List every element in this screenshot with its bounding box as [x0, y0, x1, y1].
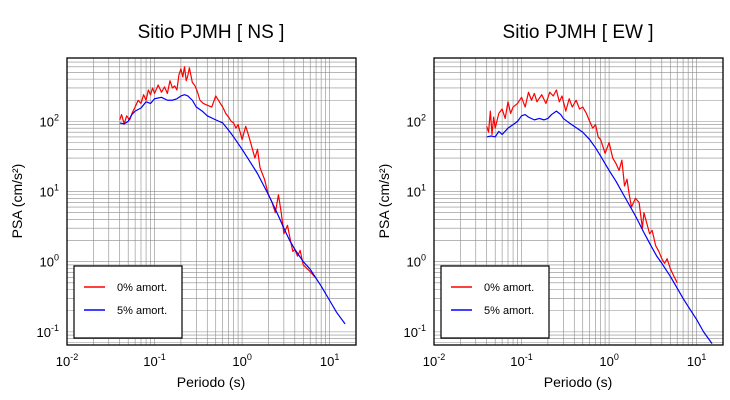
x-tick-label: 101: [320, 352, 339, 369]
x-tick-label: 100: [232, 352, 251, 369]
y-tick-label: 101: [407, 183, 426, 200]
chart-panel-ew: Sitio PJMH [ EW ] 10-2 10-1 100 101 10-1 100…: [376, 22, 724, 390]
y-tick-label: 102: [40, 112, 59, 129]
x-tick-label: 10-1: [510, 352, 532, 369]
legend-label-damped: 5% amort.: [484, 305, 534, 317]
y-tick-label: 10-1: [404, 323, 426, 340]
legend: 0% amort. 5% amort.: [440, 265, 550, 339]
series-group: [486, 89, 713, 344]
y-tick-labels: 10-1 100 101 102: [404, 112, 426, 340]
plot-frame: [66, 57, 357, 346]
series-line-undamped: [486, 89, 678, 284]
plot-frame: [433, 57, 724, 346]
y-tick-label: 10-1: [37, 323, 59, 340]
series-line-damped: [486, 110, 713, 344]
legend-box: [440, 265, 550, 339]
legend: 0% amort. 5% amort.: [73, 265, 183, 339]
x-axis-label: Periodo (s): [544, 374, 612, 390]
series-group: [119, 66, 346, 325]
y-tick-label: 100: [40, 253, 59, 270]
x-tick-label: 10-2: [423, 352, 445, 369]
y-axis-label: PSA (cm/s²): [376, 164, 392, 239]
y-tick-label: 101: [40, 183, 59, 200]
legend-label-undamped: 0% amort.: [117, 282, 167, 294]
x-tick-label: 100: [599, 352, 618, 369]
chart-title: Sitio PJMH [ EW ]: [503, 22, 654, 43]
legend-label-undamped: 0% amort.: [484, 282, 534, 294]
x-axis-label: Periodo (s): [177, 374, 245, 390]
grid-lines: [433, 57, 724, 345]
x-tick-label: 101: [687, 352, 706, 369]
y-axis-label: PSA (cm/s²): [9, 164, 25, 239]
x-tick-labels: 10-2 10-1 100 101: [56, 352, 340, 369]
series-line-damped: [119, 94, 346, 325]
x-tick-labels: 10-2 10-1 100 101: [423, 352, 707, 369]
chart-title: Sitio PJMH [ NS ]: [138, 22, 285, 43]
x-tick-label: 10-1: [143, 352, 165, 369]
chart-panel-ns: Sitio PJMH [ NS ] 10-2 10-1 100 101 10-1 100…: [9, 22, 357, 390]
legend-box: [73, 265, 183, 339]
y-tick-labels: 10-1 100 101 102: [37, 112, 59, 340]
legend-label-damped: 5% amort.: [117, 305, 167, 317]
y-tick-label: 100: [407, 253, 426, 270]
series-line-undamped: [119, 66, 317, 279]
y-tick-label: 102: [407, 112, 426, 129]
x-tick-label: 10-2: [56, 352, 78, 369]
